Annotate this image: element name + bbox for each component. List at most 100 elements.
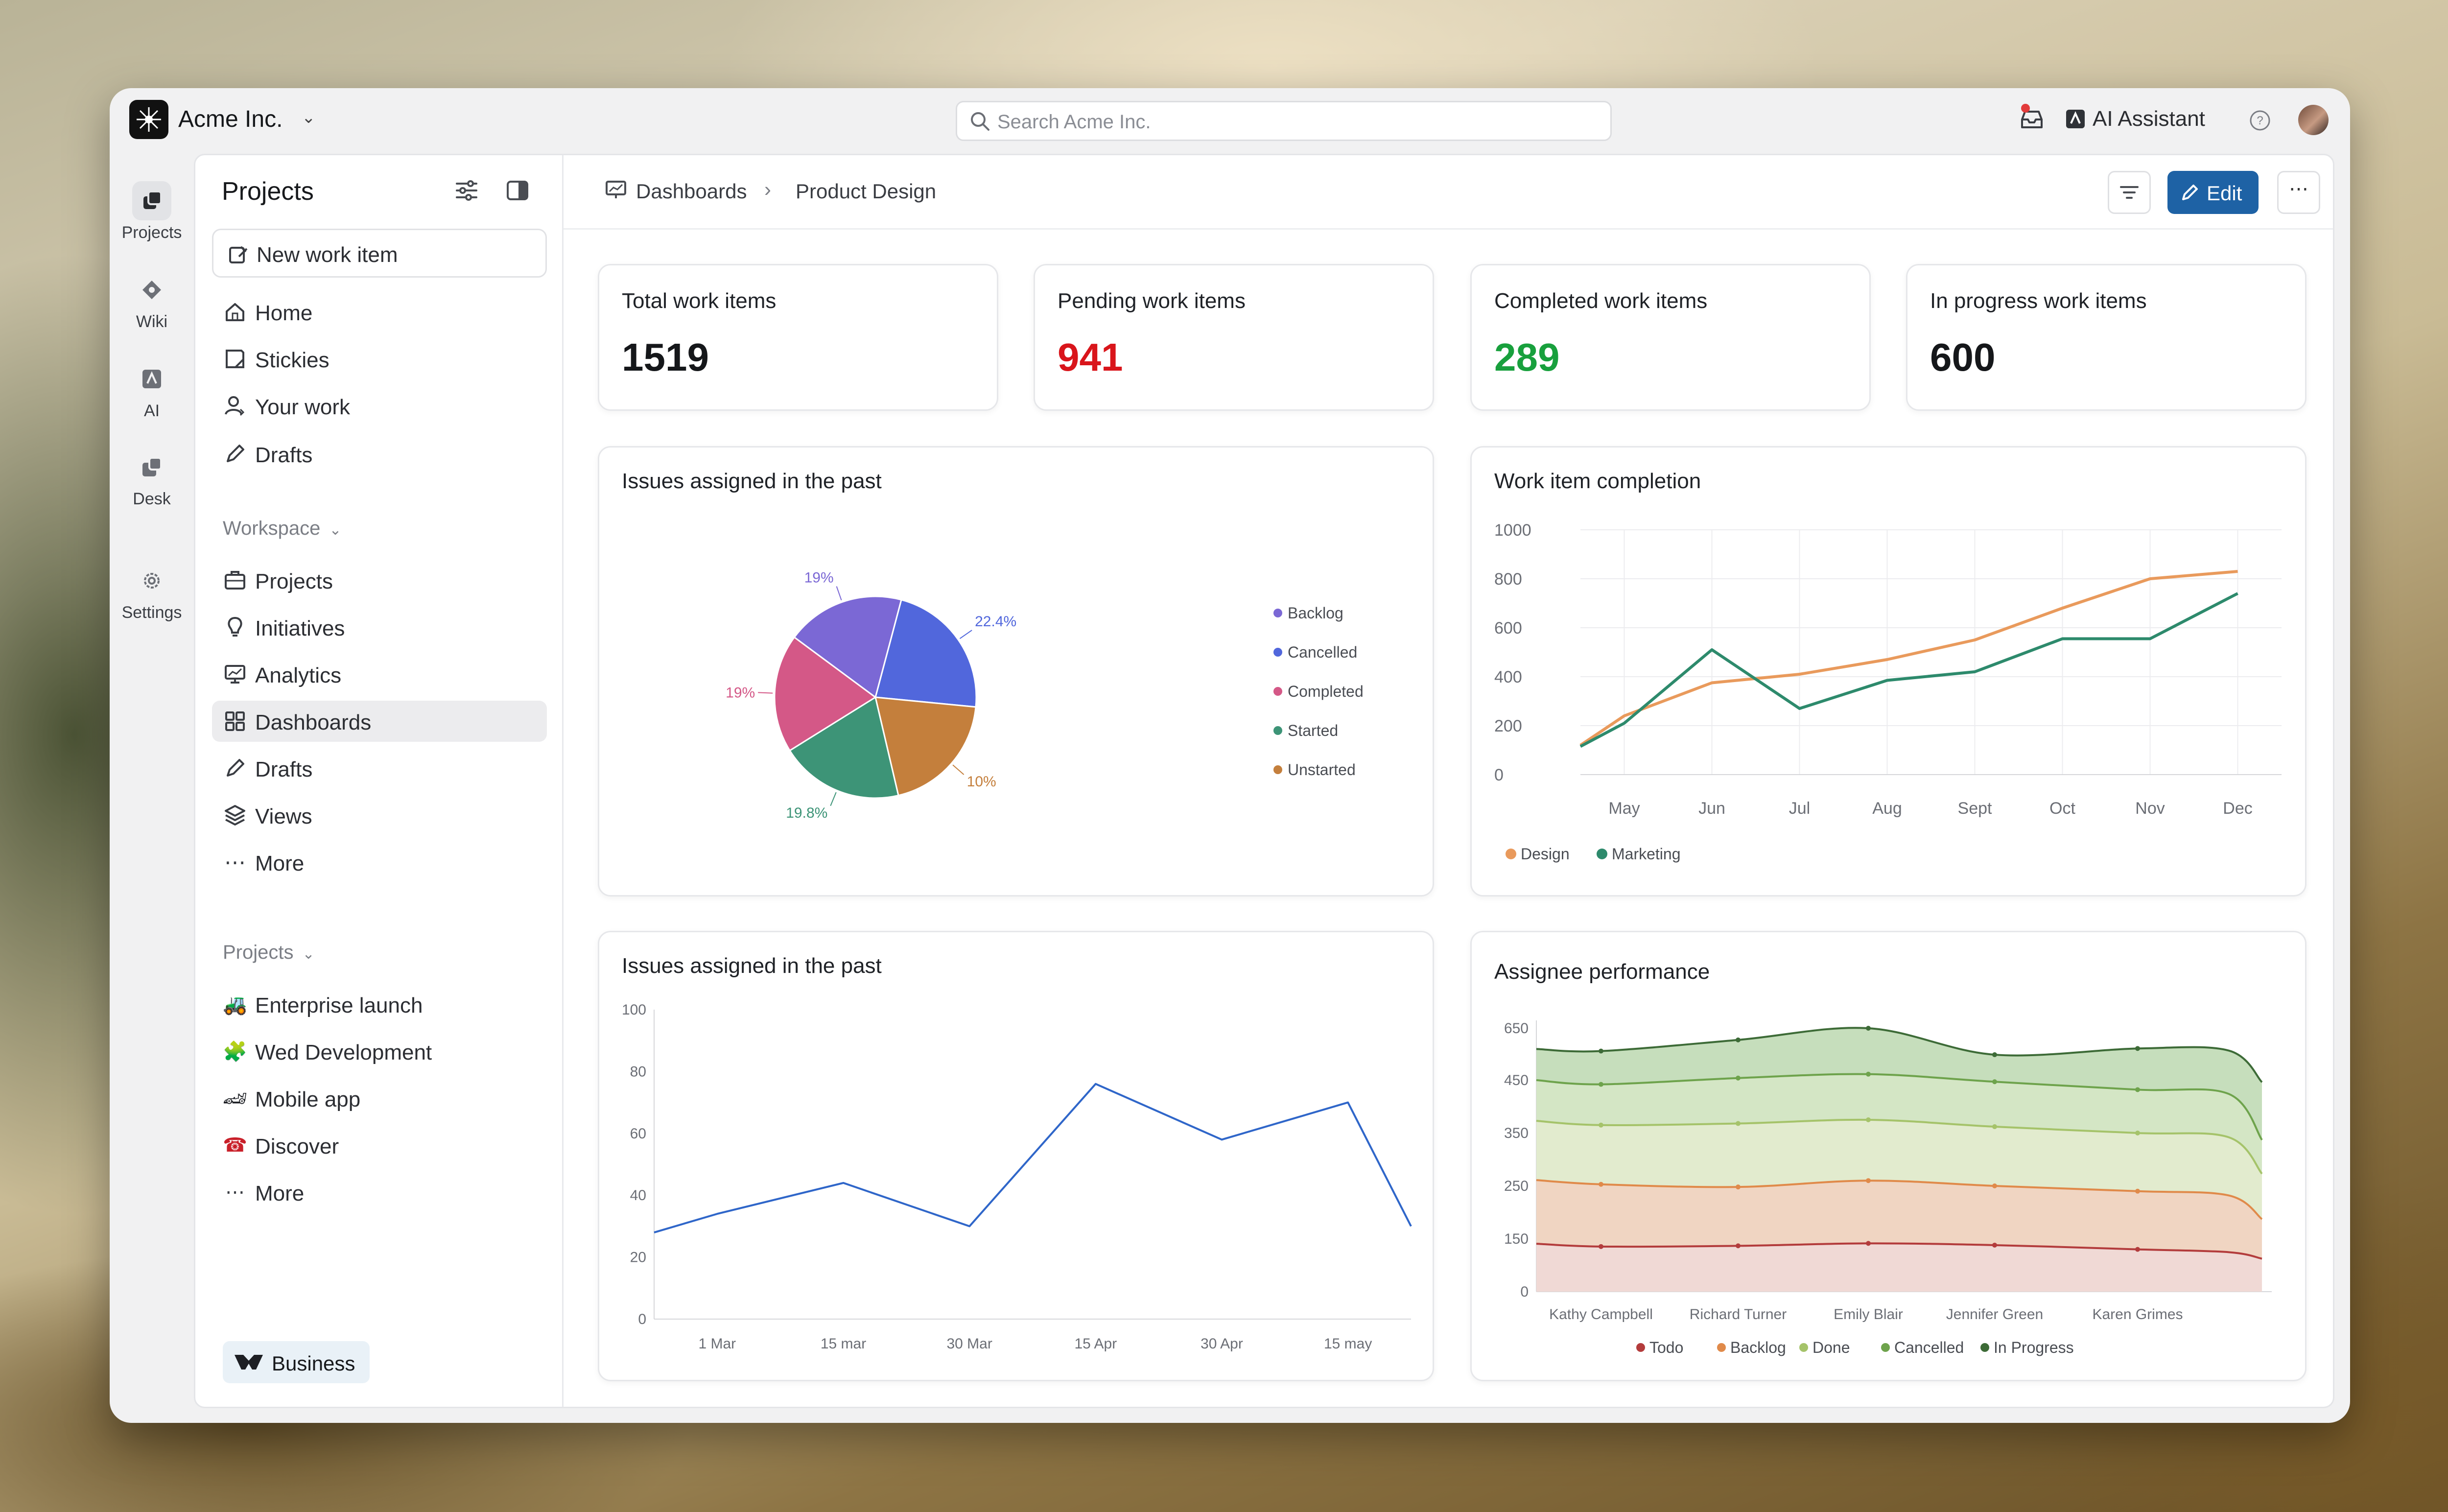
area-line	[1536, 1118, 2263, 1175]
chevron-down-icon[interactable]: ⌄	[302, 108, 316, 127]
pie-leader-line	[758, 692, 773, 694]
sidebar-item-stickies[interactable]: Stickies	[212, 338, 547, 379]
stat-card-pending: Pending work items 941	[1034, 264, 1434, 411]
filter-button[interactable]	[2108, 171, 2151, 214]
rail-item-desk[interactable]: Desk	[110, 448, 194, 509]
sidebar-item-dashboards[interactable]: Dashboards	[212, 701, 547, 742]
pie-chart-card: Issues assigned in the past 22.4% 10% 19.8…	[598, 446, 1434, 897]
area-point	[1599, 1082, 1603, 1087]
chart-title: Issues assigned in the past	[622, 469, 882, 493]
project-item-mobile-app[interactable]: 🏎 Mobile app	[212, 1078, 547, 1119]
ai-assistant-button[interactable]: AI Assistant	[2093, 107, 2205, 131]
sidebar-item-analytics[interactable]: Analytics	[212, 654, 547, 695]
more-dots-icon: ⋯	[225, 1181, 245, 1203]
area-point	[2135, 1188, 2140, 1194]
workspace-section-header[interactable]: Workspace ⌄	[223, 518, 342, 539]
sidebar-item-views[interactable]: Views	[212, 795, 547, 836]
x-tick-label: Jennifer Green	[1946, 1306, 2043, 1323]
assignee-performance-chart: 0 150 250 350 450 650 Kathy Campbell Richard Tu…	[1504, 1020, 2272, 1356]
projects-section-header[interactable]: Projects ⌄	[223, 942, 315, 963]
project-item-more[interactable]: ⋯ More	[212, 1172, 547, 1213]
area-point	[1736, 1121, 1741, 1126]
x-tick-label: Kathy Campbell	[1549, 1306, 1653, 1323]
workspace-name[interactable]: Acme Inc.	[178, 106, 283, 132]
y-tick-label: 800	[1494, 570, 1522, 589]
x-tick-label: Nov	[2135, 799, 2165, 818]
project-item-enterprise-launch[interactable]: 🚜 Enterprise launch	[212, 984, 547, 1025]
legend-swatch	[1799, 1343, 1808, 1352]
legend-label: Cancelled	[1288, 643, 1357, 661]
rail-item-settings[interactable]: Settings	[110, 561, 194, 622]
legend-label: Backlog	[1288, 604, 1343, 622]
sidebar-toggle-icon[interactable]	[505, 178, 530, 203]
line-chart-card-completion: Work item completion 0 200 400 600 800 1000 Ma…	[1470, 446, 2307, 897]
rail-item-projects[interactable]: Projects	[110, 181, 194, 242]
sidebar-item-your-work[interactable]: Your work	[212, 385, 547, 426]
avatar[interactable]	[2298, 105, 2329, 135]
y-tick-label: 80	[630, 1063, 646, 1080]
puzzle-icon: 🧩	[223, 1040, 247, 1063]
layers-icon	[225, 805, 245, 826]
sidebar-item-home[interactable]: Home	[212, 291, 547, 332]
breadcrumb-dashboards[interactable]: Dashboards	[636, 180, 747, 203]
area-chart-card: Assignee performance 0 150 250 350 450 650 Kat…	[1470, 931, 2307, 1381]
chart-title: Work item completion	[1494, 469, 1701, 493]
legend-label: In Progress	[1994, 1339, 2074, 1356]
sidebar-item-drafts[interactable]: Drafts	[212, 433, 547, 474]
legend-label: Completed	[1288, 683, 1364, 700]
project-item-wed-development[interactable]: 🧩 Wed Development	[212, 1031, 547, 1072]
chevron-right-icon: ›	[764, 178, 771, 201]
sidebar-item-more[interactable]: ⋯ More	[212, 842, 547, 883]
line-chart-card-issues: Issues assigned in the past 0 20 40 60 80 100…	[598, 931, 1434, 1381]
y-tick-label: 40	[630, 1187, 646, 1204]
area-point	[1992, 1052, 1997, 1058]
area-line	[1536, 1179, 2263, 1220]
plan-badge[interactable]: Business	[223, 1341, 370, 1383]
y-tick-label: 350	[1504, 1125, 1529, 1141]
new-work-item-button[interactable]: New work item	[212, 229, 547, 278]
pie-data-label: 10%	[967, 774, 996, 790]
chevron-down-icon: ⌄	[302, 946, 315, 962]
sliders-icon[interactable]	[453, 177, 480, 204]
business-plan-icon	[235, 1355, 263, 1370]
search-input[interactable]: Search Acme Inc.	[956, 101, 1612, 141]
sidebar-item-projects[interactable]: Projects	[212, 560, 547, 601]
legend-label: Backlog	[1730, 1339, 1786, 1356]
area-point	[1736, 1184, 1741, 1190]
area-line	[1536, 1027, 2263, 1083]
more-options-button[interactable]: ⋯	[2277, 171, 2320, 214]
legend-swatch	[1506, 849, 1516, 859]
y-tick-label: 150	[1504, 1231, 1529, 1247]
briefcase-icon	[225, 571, 245, 590]
area-point	[1599, 1181, 1603, 1187]
edit-button[interactable]: Edit	[2167, 171, 2259, 214]
series-line	[654, 1083, 1412, 1233]
pencil-icon	[2182, 185, 2198, 200]
rail-item-ai[interactable]: AI	[110, 359, 194, 421]
sidebar-item-initiatives[interactable]: Initiatives	[212, 607, 547, 648]
workspace-logo[interactable]	[129, 100, 168, 139]
rail-item-wiki[interactable]: Wiki	[110, 270, 194, 331]
legend-swatch	[1273, 648, 1282, 657]
x-tick-label: Richard Turner	[1690, 1306, 1787, 1323]
dashboard-icon	[606, 181, 626, 198]
x-tick-label: 15 mar	[821, 1336, 866, 1352]
area-fill	[1536, 1243, 2262, 1292]
y-tick-label: 20	[630, 1250, 646, 1266]
area-point	[1866, 1241, 1871, 1246]
sidebar-item-drafts-workspace[interactable]: Drafts	[212, 748, 547, 789]
desk-icon	[142, 457, 162, 476]
pie-data-label: 19.8%	[786, 805, 827, 821]
x-tick-label: Emily Blair	[1834, 1306, 1903, 1323]
ai-assistant-icon[interactable]	[2063, 107, 2088, 131]
main-panel: Projects New work item Home Stickies You…	[194, 154, 2334, 1408]
help-icon[interactable]: ?	[2248, 109, 2272, 132]
work-item-completion-chart: 0 200 400 600 800 1000 May Jun Jul Aug Sept Oct Nov D…	[1494, 521, 2282, 863]
project-item-discover[interactable]: ☎ Discover	[212, 1125, 547, 1166]
stat-label: Pending work items	[1058, 289, 1246, 313]
x-tick-label: 15 Apr	[1074, 1336, 1117, 1352]
area-point	[1992, 1124, 1997, 1130]
pie-leader-line	[952, 764, 965, 775]
y-tick-label: 0	[1520, 1284, 1529, 1300]
x-tick-label: May	[1608, 799, 1640, 818]
